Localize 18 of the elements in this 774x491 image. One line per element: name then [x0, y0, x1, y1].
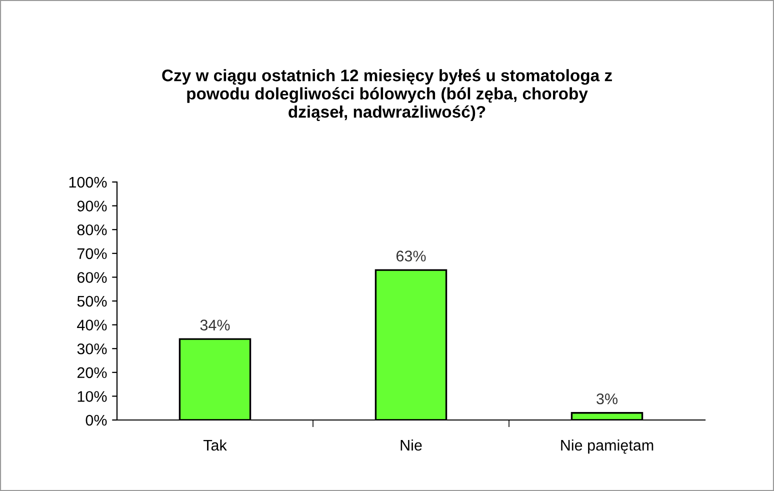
- y-tick-label: 90%: [77, 200, 107, 212]
- y-tick-label: 30%: [77, 343, 107, 354]
- y-tick-label: 50%: [77, 296, 107, 307]
- y-tick-label: 70%: [77, 248, 107, 260]
- x-tick-label: Nie: [400, 439, 422, 451]
- chart-title: Czy w ciągu ostatnich 12 miesięcy byłeś u stomatologa z powodu dolegliwości bólowych (ból zęba, choroby dziąseł, nadwrażliwość)?: [162, 68, 612, 122]
- x-tick-label: Tak: [203, 439, 227, 451]
- y-tick-label: 40%: [77, 320, 107, 330]
- y-tick-label: 10%: [78, 391, 107, 402]
- y-tick-label: 80%: [77, 224, 107, 236]
- data-label: 63%: [396, 250, 426, 262]
- y-tick-label: 0%: [86, 414, 107, 426]
- y-tick-label: 20%: [77, 367, 107, 378]
- y-tick-label: 100%: [69, 176, 107, 188]
- data-label: 34%: [200, 320, 230, 331]
- data-label: 3%: [596, 393, 618, 404]
- x-tick-label: Nie pamiętam: [561, 439, 654, 454]
- y-tick-label: 60%: [77, 272, 107, 283]
